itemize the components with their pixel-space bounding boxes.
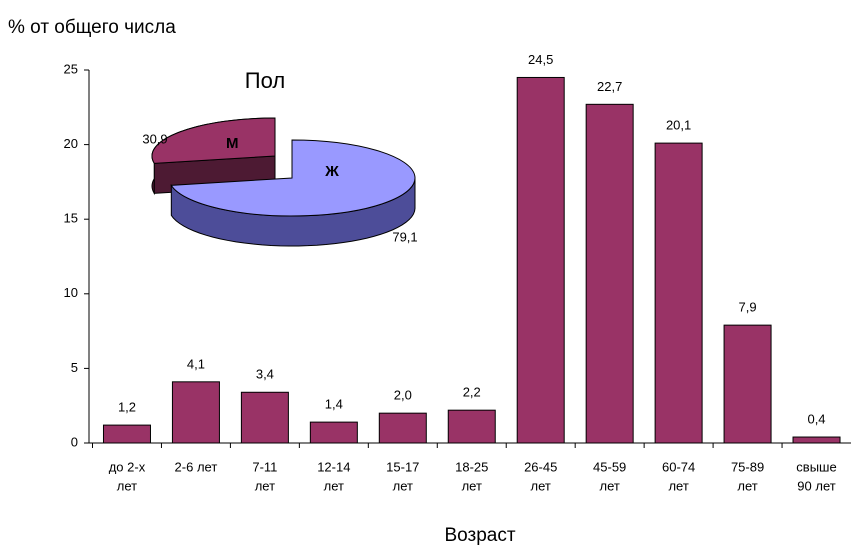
x-tick-label: 15-17 (386, 459, 419, 474)
data-label: 3,4 (256, 367, 274, 382)
bar (792, 436, 841, 444)
x-tick-label: 26-45 (524, 459, 557, 474)
y-axis-title: % от общего числа (8, 17, 176, 38)
data-label: 7,9 (739, 300, 757, 315)
x-tick-label: лет (599, 478, 619, 493)
x-tick-label: лет (393, 478, 413, 493)
bar (171, 381, 220, 444)
pie-title: Пол (245, 68, 285, 93)
data-label: 20,1 (666, 118, 691, 133)
bar (378, 412, 427, 444)
y-tick-label: 15 (64, 211, 78, 226)
bar (585, 103, 634, 444)
data-label: 4,1 (187, 356, 205, 371)
data-label: 24,5 (528, 52, 553, 67)
x-axis-title: Возраст (444, 525, 515, 546)
bar (654, 142, 703, 444)
bar (447, 409, 496, 444)
x-tick-label: лет (324, 478, 344, 493)
x-tick-label: свыше (796, 459, 836, 474)
bar (102, 424, 151, 444)
slice-label: 79,1 (392, 229, 417, 244)
slice-category: М (226, 135, 239, 152)
bar (240, 391, 289, 444)
bar (309, 421, 358, 444)
y-tick-label: 0 (71, 434, 78, 449)
x-tick-label: лет (117, 478, 137, 493)
y-tick-label: 10 (64, 285, 78, 300)
pie-slice (151, 117, 276, 164)
slice-label: 30,9 (142, 131, 167, 146)
x-tick-label: 90 лет (797, 478, 835, 493)
data-label: 22,7 (597, 79, 622, 94)
data-label: 2,0 (394, 388, 412, 403)
pie-slice (170, 139, 416, 217)
y-tick-label: 5 (71, 360, 78, 375)
x-tick-label: лет (255, 478, 275, 493)
x-tick-label: до 2-х (109, 459, 146, 474)
x-tick-label: 18-25 (455, 459, 488, 474)
data-label: 1,4 (325, 397, 343, 412)
x-tick-label: 12-14 (317, 459, 350, 474)
x-tick-label: 45-59 (593, 459, 626, 474)
data-label: 1,2 (118, 400, 136, 415)
slice-category: Ж (324, 163, 339, 180)
data-label: 2,2 (463, 385, 481, 400)
bar (516, 76, 565, 444)
x-tick-label: 60-74 (662, 459, 695, 474)
x-tick-label: лет (462, 478, 482, 493)
data-label: 0,4 (807, 411, 825, 426)
x-tick-label: лет (737, 478, 757, 493)
x-tick-label: лет (531, 478, 551, 493)
x-tick-label: 2-6 лет (175, 459, 218, 474)
bar (723, 324, 772, 444)
x-tick-label: лет (668, 478, 688, 493)
x-tick-label: 75-89 (731, 459, 764, 474)
y-tick-label: 25 (64, 61, 78, 76)
x-tick-label: 7-11 (252, 459, 277, 474)
y-tick-label: 20 (64, 136, 78, 151)
